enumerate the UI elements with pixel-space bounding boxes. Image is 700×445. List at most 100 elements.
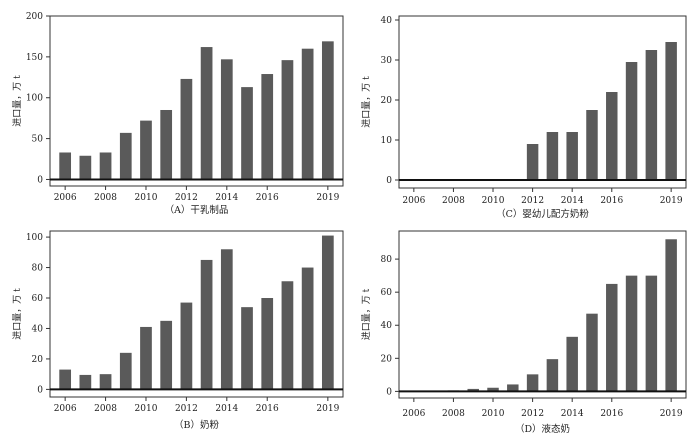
plot-frame <box>49 15 344 187</box>
bar-2013 <box>200 47 213 180</box>
bar-2015 <box>241 307 253 390</box>
chart-caption: （A）干乳制品 <box>165 204 229 216</box>
chart-caption: （C）婴幼儿配方奶粉 <box>496 208 589 220</box>
plot-frame <box>398 230 687 399</box>
bar-2012 <box>526 374 539 392</box>
x-tick-label: 2012 <box>521 196 544 206</box>
bar-2011 <box>160 320 173 390</box>
bar-2007 <box>79 374 92 390</box>
y-tick-label: 20 <box>32 355 44 365</box>
y-tick-label: 30 <box>381 56 393 66</box>
x-tick-label: 2012 <box>521 409 544 419</box>
bar-2019 <box>321 235 334 390</box>
plot-frame <box>49 230 344 398</box>
y-axis-label: 进口量，万 t <box>361 76 372 128</box>
y-axis-label: 进口量，万 t <box>12 75 23 127</box>
bar-2007 <box>79 155 92 180</box>
bar-2017 <box>625 275 638 392</box>
x-tick-label: 2008 <box>94 193 117 203</box>
bar-2013 <box>546 132 559 180</box>
x-tick-label: 2016 <box>600 409 623 419</box>
bar-2012 <box>526 144 539 180</box>
y-tick-label: 80 <box>32 264 44 274</box>
y-tick-label: 60 <box>32 294 44 304</box>
x-tick-label: 2016 <box>600 196 623 206</box>
bar-2015 <box>586 313 598 392</box>
bar-2009 <box>467 388 479 392</box>
y-tick-label: 0 <box>386 176 392 186</box>
y-tick-label: 0 <box>37 385 43 395</box>
bar-2017 <box>625 62 638 180</box>
plot-frame <box>398 15 687 189</box>
bar-2014 <box>566 336 578 392</box>
bar-2009 <box>119 132 132 180</box>
bar-2006 <box>59 369 72 390</box>
bar-2018 <box>645 50 658 180</box>
y-tick-label: 150 <box>26 53 43 63</box>
y-tick-label: 100 <box>26 233 43 243</box>
chart-caption: （B）奶粉 <box>174 419 219 431</box>
bar-2009 <box>119 352 132 390</box>
bar-2012 <box>180 302 193 390</box>
y-axis-label: 进口量，万 t <box>361 288 372 340</box>
bar-2006 <box>59 152 72 180</box>
bar-2017 <box>281 60 294 180</box>
chart-panel-0: 0 50 100 150 200 2006 2008 2010 2012 2014 2016 2019… <box>12 12 344 216</box>
bar-2010 <box>140 120 152 180</box>
x-tick-label: 2006 <box>54 193 77 203</box>
bar-2015 <box>241 87 253 180</box>
x-tick-label: 2019 <box>316 193 339 203</box>
chart-panel-2: 0 20 40 60 80 100 2006 2008 2010 2012 2014 2016 2019… <box>12 230 344 431</box>
x-tick-label: 2010 <box>482 409 505 419</box>
y-tick-label: 20 <box>381 96 393 106</box>
bar-2011 <box>160 109 173 180</box>
bar-2018 <box>301 267 314 390</box>
chart-caption: （D）液态奶 <box>515 423 570 435</box>
y-tick-label: 40 <box>32 324 44 334</box>
y-tick-label: 40 <box>381 321 393 331</box>
x-tick-label: 2008 <box>94 404 117 414</box>
bar-2016 <box>261 298 274 390</box>
x-tick-label: 2012 <box>175 193 198 203</box>
x-tick-label: 2014 <box>561 409 584 419</box>
bar-2008 <box>99 374 112 390</box>
bar-2019 <box>321 41 334 180</box>
bar-2018 <box>301 48 314 180</box>
bar-2015 <box>586 110 598 180</box>
x-tick-label: 2014 <box>215 404 238 414</box>
x-tick-label: 2019 <box>660 196 683 206</box>
bar-2016 <box>261 74 274 180</box>
bar-2010 <box>487 387 499 392</box>
bar-2016 <box>606 92 618 180</box>
y-tick-label: 80 <box>381 255 393 265</box>
y-tick-label: 100 <box>26 94 43 104</box>
x-tick-label: 2006 <box>402 196 425 206</box>
bar-2017 <box>281 281 294 390</box>
x-tick-label: 2010 <box>135 193 158 203</box>
x-tick-label: 2008 <box>442 196 465 206</box>
y-tick-label: 60 <box>381 288 393 298</box>
x-tick-label: 2006 <box>402 409 425 419</box>
y-tick-label: 20 <box>381 354 393 364</box>
bar-2019 <box>665 239 677 392</box>
bar-2008 <box>99 152 112 180</box>
chart-panel-3: 0 20 40 60 80 2006 2008 2010 2012 2014 2016 2019 进口量… <box>361 230 687 435</box>
bar-2019 <box>665 42 677 180</box>
y-tick-label: 40 <box>381 16 393 26</box>
x-tick-label: 2014 <box>561 196 584 206</box>
chart-panel-1: 0 10 20 30 40 2006 2008 2010 2012 2014 2016 2019 进口量… <box>361 15 687 220</box>
bar-2014 <box>220 59 233 180</box>
bar-2014 <box>566 132 578 180</box>
x-tick-label: 2006 <box>54 404 77 414</box>
bar-2018 <box>645 275 658 392</box>
bar-2012 <box>180 78 193 180</box>
x-tick-label: 2016 <box>256 193 279 203</box>
x-tick-label: 2010 <box>135 404 158 414</box>
bar-2013 <box>546 359 559 392</box>
bar-2013 <box>200 259 213 390</box>
y-tick-label: 10 <box>381 136 393 146</box>
bar-2014 <box>220 249 233 390</box>
x-tick-label: 2019 <box>316 404 339 414</box>
y-axis-label: 进口量，万 t <box>12 288 23 340</box>
